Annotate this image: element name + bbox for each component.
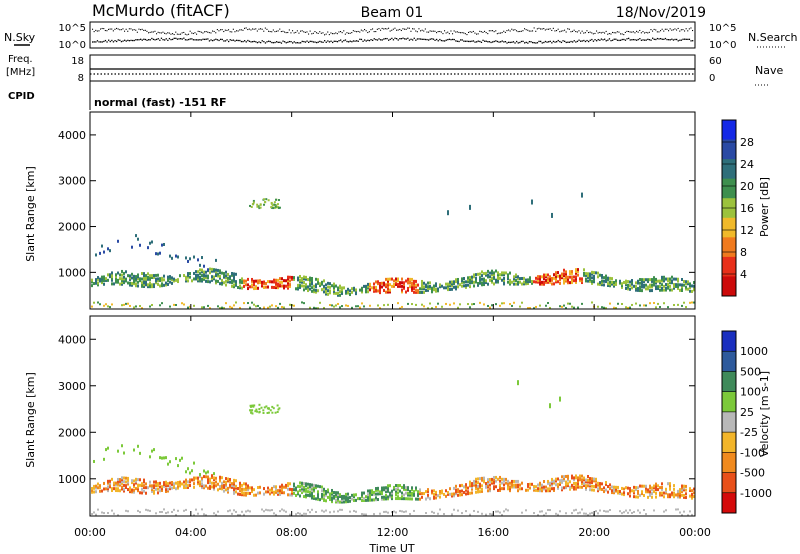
velocity-colorbar: 1000 500 100 25 -25 -100 -500 -1000 — [721, 330, 772, 514]
y-tick-label: 1000 — [58, 473, 86, 486]
nsearch-label: N.Search — [748, 31, 798, 44]
x-tick-label: 00:00 — [679, 526, 711, 539]
date-title: 18/Nov/2019 — [616, 5, 706, 21]
colorbar-tick: 28 — [740, 136, 754, 149]
noise-traces — [92, 27, 694, 44]
velocity-y-axis: 4000 3000 2000 1000 — [58, 333, 695, 486]
colorbar-swatch — [722, 432, 736, 453]
colorbar-tick: 1000 — [740, 345, 768, 358]
velocity-colorbar-label: Velocity [m s-1] — [758, 371, 771, 457]
freq-tick-bottom: 8 — [78, 73, 84, 84]
power-colorbar-label: Power [dB] — [758, 177, 771, 237]
nave-label: Nave — [755, 64, 783, 77]
freq-tick-top: 18 — [71, 56, 84, 67]
colorbar-swatch — [722, 237, 736, 258]
power-colorbar: 28 24 20 16 12 8 4 — [721, 119, 754, 297]
colorbar-tick: 20 — [740, 180, 754, 193]
velocity-heatmap — [91, 380, 695, 517]
colorbar-tick: -500 — [740, 467, 765, 480]
noise-panel — [89, 21, 696, 49]
beam-title: Beam 01 — [361, 5, 424, 21]
noise-tick-left-top: 10^5 — [59, 23, 86, 34]
colorbar-tick: 12 — [740, 224, 754, 237]
colorbar-swatch — [722, 256, 736, 277]
colorbar-tick: -100 — [740, 446, 765, 459]
colorbar-tick: 4 — [740, 268, 747, 281]
y-tick-label: 2000 — [58, 426, 86, 439]
colorbar-tick: 24 — [740, 158, 754, 171]
colorbar-tick: 100 — [740, 386, 761, 399]
power-y-axis: 4000 3000 2000 1000 — [58, 129, 695, 279]
colorbar-tick: -25 — [740, 426, 758, 439]
freq-label-1: Freq. — [8, 54, 33, 65]
velocity-ylabel: Slant Range [km] — [24, 372, 37, 468]
time-axis-label: Time UT — [368, 542, 414, 554]
noise-tick-right-top: 10^5 — [709, 23, 736, 34]
nave-tick-bottom: 0 — [709, 73, 715, 84]
x-tick-label: 00:00 — [74, 526, 106, 539]
colorbar-swatch — [722, 391, 736, 413]
colorbar-tick: -1000 — [740, 487, 772, 500]
x-tick-label: 16:00 — [477, 526, 509, 539]
colorbar-swatch — [722, 411, 736, 433]
y-tick-label: 1000 — [58, 266, 86, 279]
colorbar-swatch — [722, 472, 736, 494]
x-tick-label: 12:00 — [377, 526, 409, 539]
cpid-text: normal (fast) -151 RF — [94, 96, 227, 109]
colorbar-swatch — [722, 178, 736, 199]
colorbar-swatch — [722, 139, 736, 160]
colorbar-swatch — [722, 492, 736, 514]
cpid-label: CPID — [8, 91, 35, 102]
y-tick-label: 3000 — [58, 380, 86, 393]
colorbar-tick: 500 — [740, 365, 761, 378]
colorbar-swatch — [722, 351, 736, 372]
colorbar-tick: 16 — [740, 202, 754, 215]
colorbar-swatch — [722, 159, 736, 180]
power-panel — [89, 111, 696, 310]
noise-tick-left-bottom: 10^0 — [59, 40, 86, 51]
nsky-label: N.Sky — [4, 31, 36, 44]
x-tick-label: 08:00 — [276, 526, 308, 539]
colorbar-swatch — [722, 371, 736, 393]
colorbar-swatch — [722, 452, 736, 473]
colorbar-swatch — [722, 120, 736, 140]
x-tick-label: 20:00 — [578, 526, 610, 539]
power-heatmap — [91, 192, 695, 310]
power-ylabel: Slant Range [km] — [24, 166, 37, 262]
colorbar-swatch — [722, 331, 736, 352]
colorbar-tick: 8 — [740, 246, 747, 259]
freq-label-2: [MHz] — [6, 67, 35, 78]
y-tick-label: 4000 — [58, 129, 86, 142]
colorbar-tick: 25 — [740, 406, 754, 419]
colorbar-swatch — [722, 217, 736, 238]
velocity-panel — [89, 315, 696, 517]
y-tick-label: 2000 — [58, 221, 86, 234]
x-tick-label: 04:00 — [175, 526, 207, 539]
y-tick-label: 3000 — [58, 175, 86, 188]
y-tick-label: 4000 — [58, 333, 86, 346]
station-title: McMurdo (fitACF) — [92, 1, 230, 20]
noise-tick-right-bottom: 10^0 — [709, 40, 736, 51]
nave-tick-top: 60 — [709, 56, 722, 67]
freq-panel — [89, 54, 696, 82]
time-axis: 00:00 04:00 08:00 12:00 16:00 20:00 00:00 — [74, 112, 711, 539]
colorbar-swatch — [722, 276, 736, 297]
